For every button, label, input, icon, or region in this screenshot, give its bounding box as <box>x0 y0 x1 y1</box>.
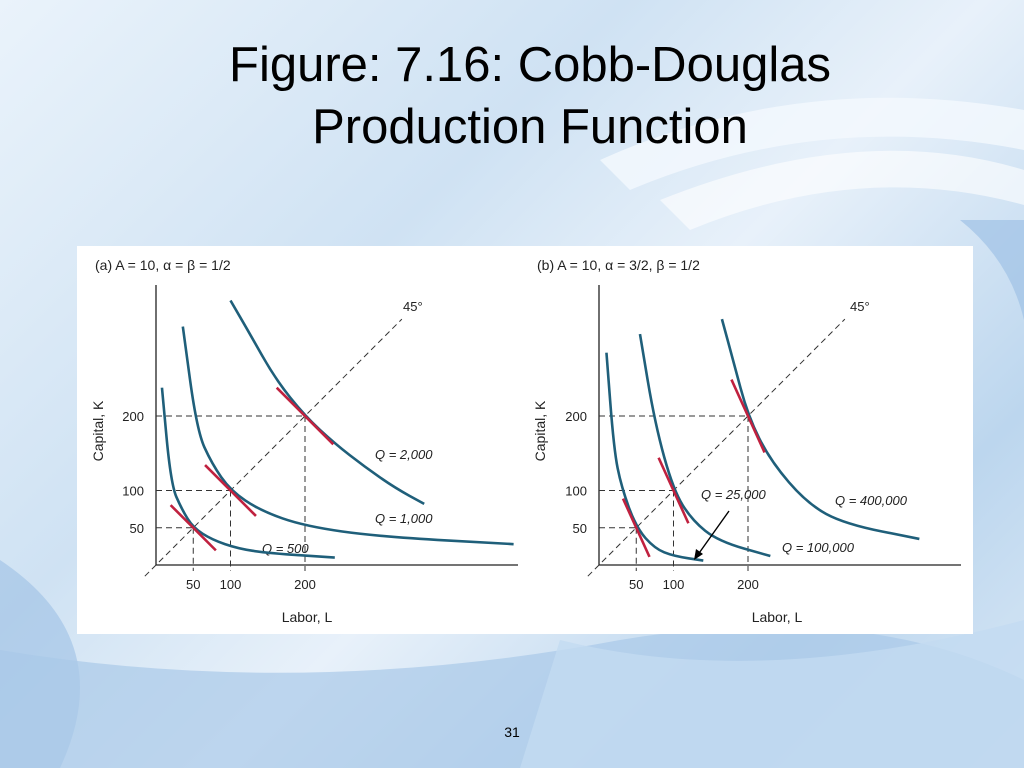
page-number: 31 <box>504 724 520 740</box>
panel-a-tangent-2 <box>275 386 335 446</box>
panel-a-ytick-50: 50 <box>130 521 144 536</box>
panel-a-diagonal-label: 45° <box>403 299 423 314</box>
panel-a-label-q1000: Q = 1,000 <box>375 511 433 526</box>
panel-b-diagonal-label: 45° <box>850 299 870 314</box>
panel-a-diagonal-45 <box>144 318 403 577</box>
panel-a-ytick-200: 200 <box>122 409 144 424</box>
panel-b-arrow-line <box>696 510 730 557</box>
panel-a-curve-2 <box>229 299 425 506</box>
panel-a: (a) A = 10, α = β = 1/2 45° Labor, L Cap… <box>90 257 518 625</box>
panel-a-title: (a) A = 10, α = β = 1/2 <box>95 257 231 273</box>
panel-a-xtick-50: 50 <box>186 577 200 592</box>
panel-b-tangent-1 <box>657 457 690 524</box>
figure-svg: (a) A = 10, α = β = 1/2 45° Labor, L Cap… <box>90 257 961 625</box>
panel-b-xtick-100: 100 <box>663 577 685 592</box>
panel-a-tangent-1 <box>204 464 257 517</box>
panel-b-ytick-50: 50 <box>573 521 587 536</box>
panel-b-curve-1 <box>638 333 771 558</box>
panel-b-title: (b) A = 10, α = 3/2, β = 1/2 <box>537 257 700 273</box>
panel-a-xtick-200: 200 <box>294 577 316 592</box>
panel-a-label-q2000: Q = 2,000 <box>375 447 433 462</box>
slide-title: Figure: 7.16: Cobb-Douglas Production Fu… <box>0 34 1024 158</box>
panel-b-arrow-head <box>694 549 703 560</box>
panel-b-ylabel: Capital, K <box>532 400 548 461</box>
panel-b: (b) A = 10, α = 3/2, β = 1/2 45° Labor, … <box>532 257 961 625</box>
panel-a-xtick-100: 100 <box>220 577 242 592</box>
panel-b-diagonal-45 <box>587 318 846 577</box>
panel-a-ytick-100: 100 <box>122 484 144 499</box>
panel-b-xtick-50: 50 <box>629 577 643 592</box>
panel-b-ytick-100: 100 <box>565 484 587 499</box>
figure-panel: (a) A = 10, α = β = 1/2 45° Labor, L Cap… <box>77 246 973 634</box>
title-line-2: Production Function <box>312 100 748 154</box>
panel-b-xlabel: Labor, L <box>752 609 803 625</box>
panel-b-label-q400000: Q = 400,000 <box>835 493 908 508</box>
panel-a-xlabel: Labor, L <box>282 609 333 625</box>
panel-b-tangent-2 <box>730 379 766 453</box>
panel-a-curve-1 <box>181 326 514 546</box>
panel-b-xtick-200: 200 <box>737 577 759 592</box>
panel-b-label-q25000: Q = 25,000 <box>701 487 766 502</box>
panel-b-label-q100000: Q = 100,000 <box>782 540 855 555</box>
panel-a-tangent-0 <box>169 504 217 552</box>
panel-b-ytick-200: 200 <box>565 409 587 424</box>
panel-b-tangent-0 <box>621 498 651 558</box>
panel-a-ylabel: Capital, K <box>90 400 106 461</box>
title-line-1: Figure: 7.16: Cobb-Douglas <box>229 38 831 92</box>
panel-b-curve-0 <box>605 352 704 562</box>
